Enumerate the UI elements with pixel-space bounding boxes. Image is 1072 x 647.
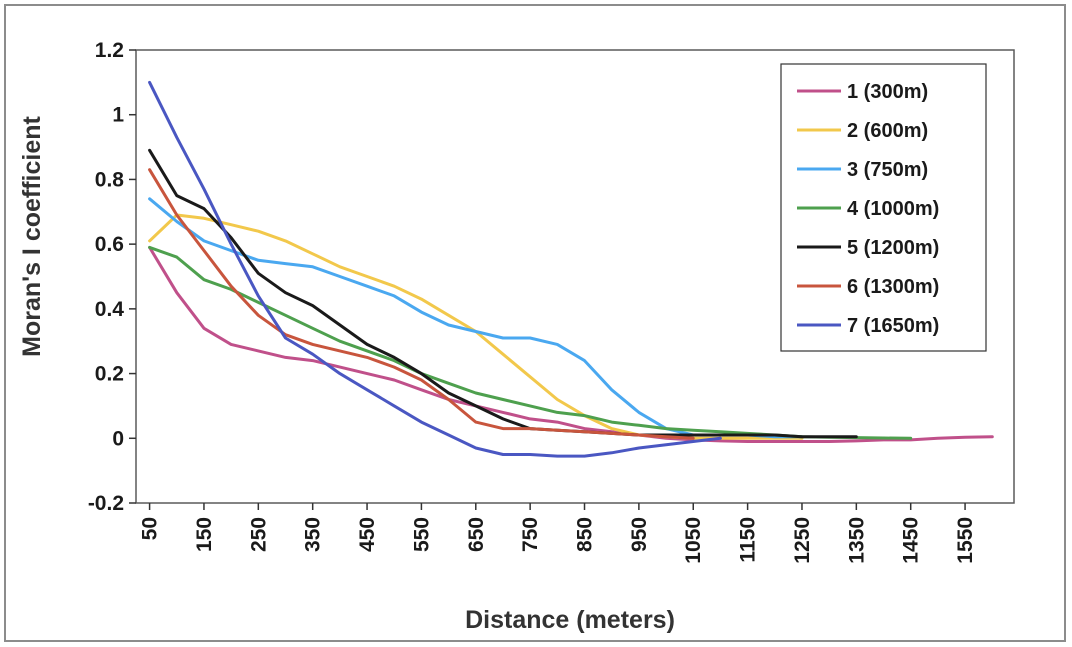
series-line-3 [148,197,804,439]
x-tick-label: 450 [356,517,379,552]
plot-area [135,49,1015,504]
legend-label-3: 3 (750m) [847,159,928,181]
legend-label-2: 2 (600m) [847,120,928,142]
y-axis-title: Moran's I coefficient [18,115,46,356]
x-tick-label: 750 [519,517,542,552]
x-tick-label: 1250 [791,517,814,564]
y-axis: -0.2 0 0.2 0.4 0.6 0.8 1 1.2 [88,39,136,515]
x-tick-label: 850 [574,517,597,552]
x-tick-label: 1150 [737,517,760,563]
chart-svg: -0.2 0 0.2 0.4 0.6 0.8 1 1.2 50 150 250 350 450 550 6… [18,39,1015,634]
series-layer [148,80,994,458]
series-line-1 [148,245,994,443]
y-tick-label: 0.2 [95,363,124,386]
y-tick-label: 0.8 [95,168,125,191]
y-tick-label: 0.6 [95,233,124,256]
chart-frame: -0.2 0 0.2 0.4 0.6 0.8 1 1.2 50 150 250 350 450 550 6… [4,4,1066,642]
series-line-7 [148,80,722,458]
x-axis: 50 150 250 350 450 550 650 750 850 950 1050 1150 125… [139,503,977,564]
plot-border [135,49,1015,504]
x-tick-label: 550 [410,517,433,552]
x-tick-label: 650 [465,517,488,552]
x-tick-label: 1450 [900,517,923,564]
series-line-6 [148,168,695,440]
y-tick-label: -0.2 [88,492,124,515]
x-tick-label: 950 [628,517,651,552]
x-axis-title: Distance (meters) [465,606,675,634]
legend-label-5: 5 (1200m) [847,237,939,259]
y-tick-label: 1 [112,104,124,127]
y-tick-label: 0 [112,427,124,450]
x-tick-label: 1350 [845,517,868,564]
x-tick-label: 1050 [682,517,705,564]
legend-label-7: 7 (1650m) [847,315,939,337]
x-tick-label: 50 [139,517,162,540]
y-tick-label: 1.2 [95,39,124,62]
legend-label-6: 6 (1300m) [847,276,939,298]
legend-label-4: 4 (1000m) [847,198,939,220]
x-tick-label: 150 [193,517,216,552]
x-tick-label: 350 [302,517,325,552]
x-tick-label: 1550 [954,517,977,564]
y-tick-label: 0.4 [95,298,125,321]
legend: 1 (300m) 2 (600m) 3 (750m) 4 (1000m) 5 (1200… [780,63,987,352]
series-line-5 [148,148,858,439]
x-tick-label: 250 [247,517,270,552]
legend-label-1: 1 (300m) [847,81,928,103]
